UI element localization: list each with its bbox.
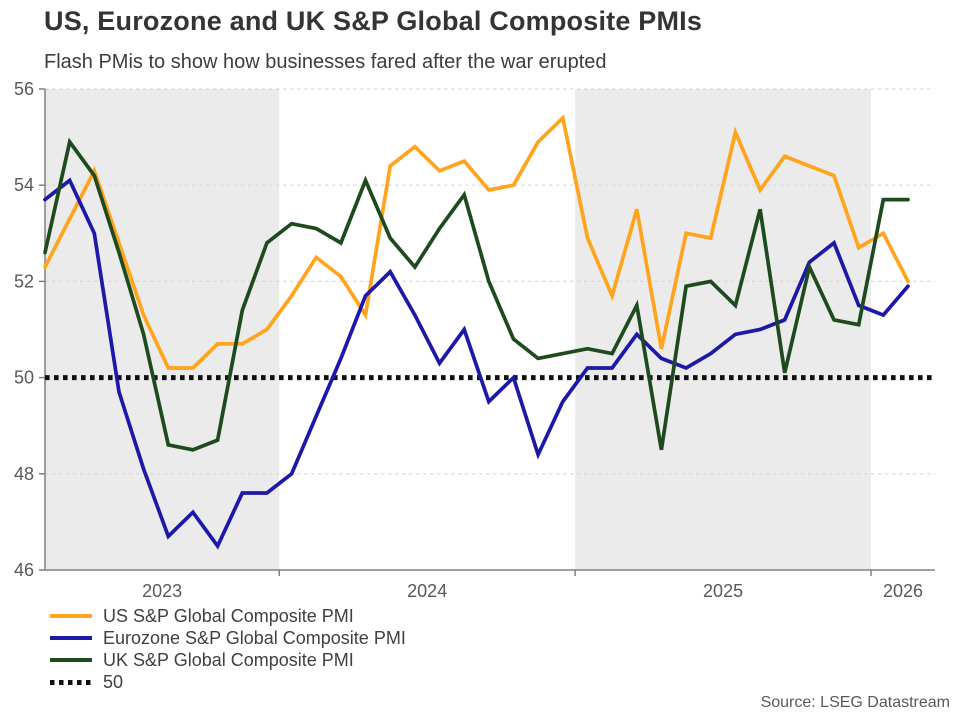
fifty-line-swatch [50,679,92,685]
legend-item-50-line: 50 [50,671,406,693]
svg-text:2025: 2025 [703,581,743,601]
legend-label-uk: UK S&P Global Composite PMI [103,649,354,670]
svg-text:48: 48 [14,464,34,484]
svg-text:52: 52 [14,271,34,291]
legend: US S&P Global Composite PMI Eurozone S&P… [50,605,406,693]
svg-text:2024: 2024 [407,581,447,601]
page-title: US, Eurozone and UK S&P Global Composite… [44,6,703,36]
legend-label-eurozone: Eurozone S&P Global Composite PMI [103,627,406,648]
uk-line-swatch [50,658,92,662]
eurozone-line-swatch [50,636,92,640]
legend-label-50: 50 [103,671,124,692]
svg-text:2023: 2023 [142,581,182,601]
us-line-swatch [50,614,92,618]
legend-item-us: US S&P Global Composite PMI [50,605,406,627]
svg-text:46: 46 [14,560,34,580]
svg-text:2026: 2026 [883,581,923,601]
svg-text:56: 56 [14,79,34,99]
svg-text:50: 50 [14,368,34,388]
legend-item-uk: UK S&P Global Composite PMI [50,649,406,671]
legend-item-eurozone: Eurozone S&P Global Composite PMI [50,627,406,649]
svg-text:54: 54 [14,175,34,195]
page-subtitle: Flash PMis to show how businesses fared … [44,51,607,73]
source-credit: Source: LSEG Datastream [760,694,950,711]
legend-label-us: US S&P Global Composite PMI [103,605,354,626]
